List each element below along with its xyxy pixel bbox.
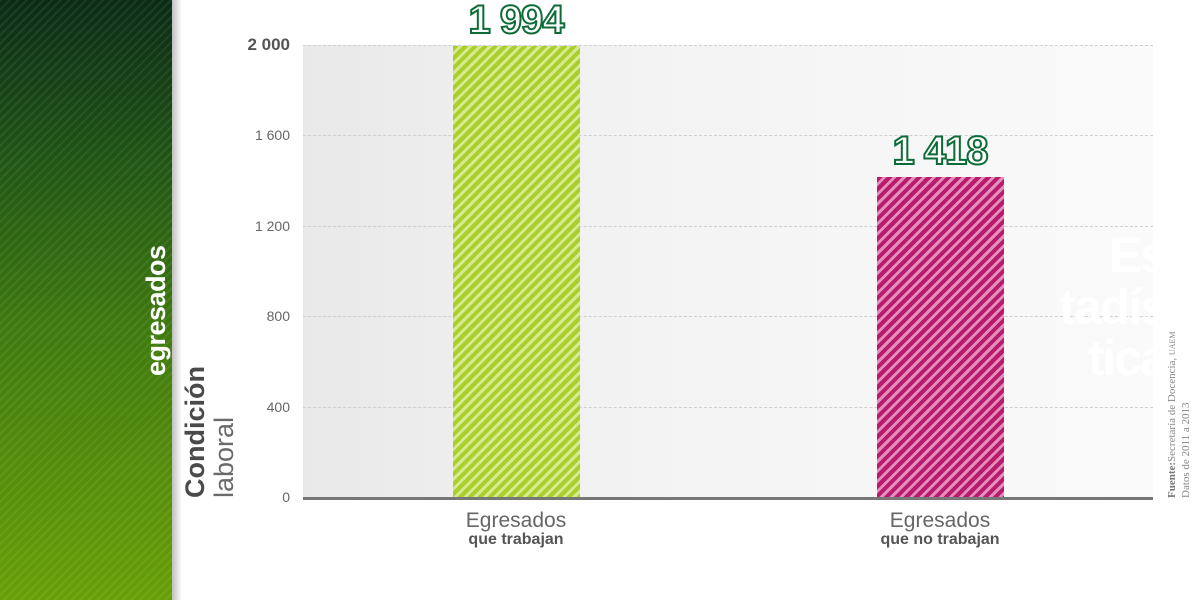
x-axis-line	[303, 497, 1153, 500]
x-category-label: Egresados que no trabajan	[820, 509, 1060, 549]
source-label: Fuente:	[1166, 461, 1178, 498]
brand-title-line1: Es	[1108, 227, 1168, 283]
brand-title-line3: tica	[1087, 330, 1168, 386]
gridline	[303, 135, 1153, 137]
bar-egresados-que-trabajan	[452, 46, 580, 497]
brand-subtitle: egresados	[141, 245, 171, 376]
plot-area	[303, 45, 1153, 500]
y-tick-label: 1 200	[254, 217, 290, 234]
gridline	[303, 406, 1153, 408]
source-note: Fuente:Secretaría de Docencia, UAEM Dato…	[1166, 332, 1194, 499]
y-axis-title-line1: Condición	[180, 366, 210, 498]
plot-background	[303, 45, 1153, 497]
y-tick-label: 1 600	[254, 127, 290, 144]
source-org: UAEM	[1168, 331, 1177, 356]
x-category-label-line2: que trabajan	[468, 531, 564, 549]
gridline	[303, 316, 1153, 318]
source-text: Secretaría de Docencia,	[1166, 357, 1178, 462]
x-category-label-line2: que no trabajan	[880, 531, 1000, 549]
x-category-label-line1: Egresados	[465, 509, 567, 532]
y-tick-label: 800	[266, 308, 290, 325]
bar-value-label: 1 418	[891, 128, 989, 174]
x-category-label: Egresados que trabajan	[396, 509, 636, 549]
bar-egresados-que-no-trabajan	[876, 176, 1004, 497]
source-dates: Datos de 2011 a 2013	[1179, 402, 1192, 498]
brand-title-line2: tadís	[1059, 279, 1168, 335]
brand-band	[0, 0, 172, 600]
y-tick-label: 400	[266, 398, 290, 415]
gridline	[303, 225, 1153, 227]
y-axis-title: Condición laboral	[180, 366, 239, 498]
x-category-label-line1: Egresados	[889, 509, 991, 532]
gridline	[303, 45, 1153, 46]
y-axis-title-line2: laboral	[209, 416, 239, 498]
brand-band-shadow	[172, 0, 182, 600]
y-tick-label: 0	[282, 489, 290, 505]
y-tick-label: 2 000	[247, 35, 290, 54]
bar-value-label: 1 994	[467, 0, 565, 43]
